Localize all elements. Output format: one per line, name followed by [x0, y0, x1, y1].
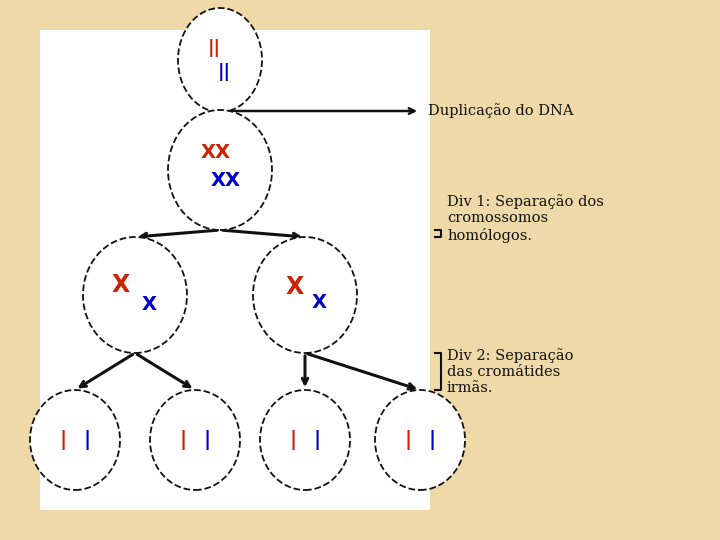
- Text: Div 1: Separação dos
cromossomos
homólogos.: Div 1: Separação dos cromossomos homólog…: [447, 194, 604, 243]
- Ellipse shape: [30, 390, 120, 490]
- Text: ||: ||: [217, 63, 230, 81]
- Ellipse shape: [375, 390, 465, 490]
- Text: |: |: [313, 430, 320, 450]
- Ellipse shape: [260, 390, 350, 490]
- Ellipse shape: [168, 110, 272, 230]
- Text: Div 2: Separação
das cromátides
irmãs.: Div 2: Separação das cromátides irmãs.: [447, 348, 574, 395]
- Ellipse shape: [150, 390, 240, 490]
- Text: |: |: [289, 430, 297, 450]
- Bar: [40, 30, 430, 510]
- Text: XX: XX: [201, 143, 231, 161]
- Ellipse shape: [83, 237, 187, 353]
- Text: XX: XX: [211, 171, 241, 190]
- Text: |: |: [60, 430, 66, 450]
- Text: |: |: [204, 430, 210, 450]
- Text: |: |: [405, 430, 412, 450]
- Text: X: X: [142, 295, 156, 314]
- Text: X: X: [112, 273, 130, 297]
- Text: X: X: [286, 275, 304, 299]
- Text: |: |: [428, 430, 436, 450]
- Text: |: |: [84, 430, 91, 450]
- Text: Duplicação do DNA: Duplicação do DNA: [428, 104, 574, 118]
- Ellipse shape: [178, 8, 262, 112]
- Ellipse shape: [253, 237, 357, 353]
- Text: X: X: [312, 294, 326, 313]
- Text: ||: ||: [207, 39, 220, 57]
- Text: |: |: [179, 430, 186, 450]
